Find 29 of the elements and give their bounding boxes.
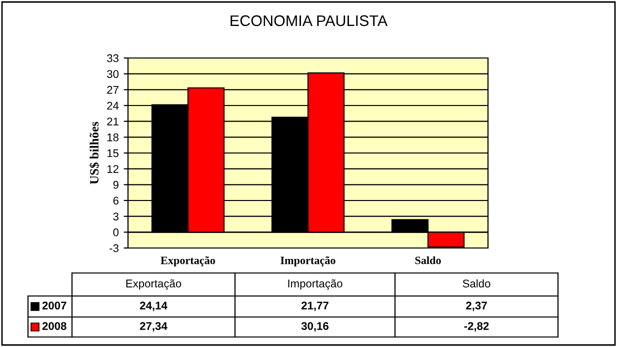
data-label: -2,82	[464, 322, 489, 332]
legend-label: 2007	[42, 302, 66, 310]
y-tick-label: 21	[107, 118, 118, 126]
data-label: 21,77	[301, 302, 328, 312]
y-tick-label: 12	[107, 165, 118, 173]
y-tick-label: 30	[107, 70, 119, 78]
data-label: 30,16	[301, 322, 328, 332]
y-tick-label: 6	[113, 196, 118, 205]
legend-label: 2008	[42, 322, 66, 330]
y-tick-label: 33	[107, 54, 118, 62]
category-label: Importação	[288, 279, 342, 290]
category-label: Saldo	[462, 279, 490, 288]
category-label: Exportação	[126, 279, 182, 290]
y-tick-label: 24	[107, 102, 119, 110]
chart-title: ECONOMIA PAULISTA	[230, 15, 388, 26]
y-tick-label: 18	[107, 133, 118, 142]
x-tick-label: Exportação	[160, 256, 216, 266]
y-tick-label: 0	[113, 228, 119, 236]
y-tick-label: 3	[113, 212, 118, 220]
data-label: 24,14	[140, 302, 168, 312]
y-tick-label: 15	[107, 149, 119, 158]
y-axis-title: US$ bilhões	[89, 122, 100, 184]
data-label: 27,34	[140, 322, 168, 332]
y-tick-label: 9	[113, 180, 118, 189]
y-tick-label: 27	[107, 86, 118, 94]
x-tick-label: Saldo	[415, 256, 441, 264]
x-tick-label: Importação	[280, 256, 336, 266]
y-tick-label: -3	[110, 244, 118, 252]
data-label: 2,37	[466, 302, 487, 312]
